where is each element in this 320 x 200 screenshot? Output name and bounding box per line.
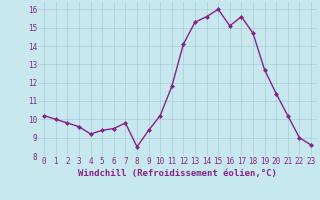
X-axis label: Windchill (Refroidissement éolien,°C): Windchill (Refroidissement éolien,°C): [78, 169, 277, 178]
